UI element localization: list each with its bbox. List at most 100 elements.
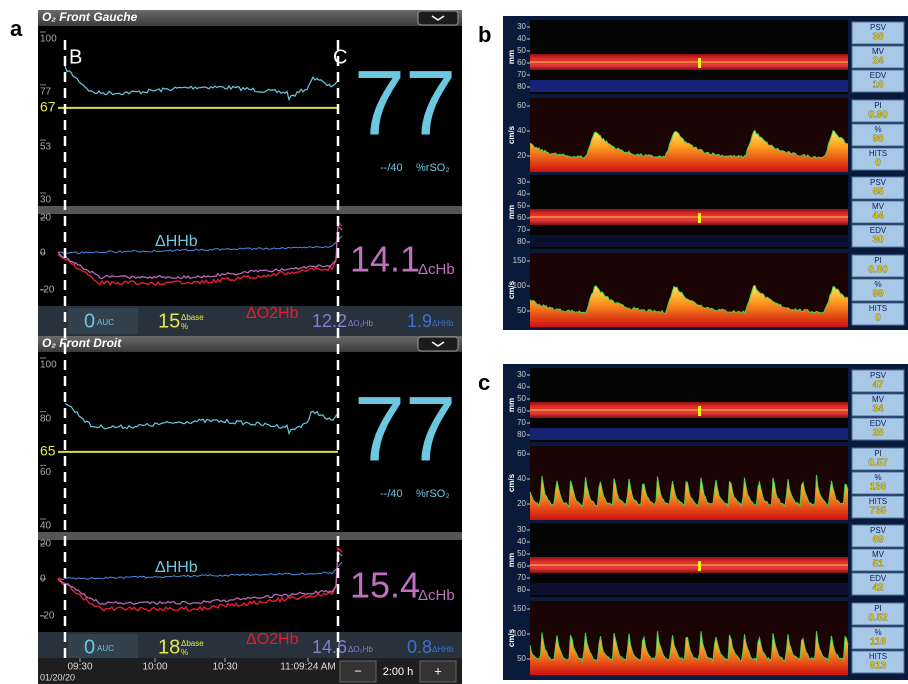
- base-unit: Δbase: [181, 639, 204, 648]
- figure: a b c O₂ Front Gauche1007753306777--/40%…: [0, 0, 908, 684]
- gate-cursor: [698, 213, 701, 223]
- hhb-value: 0.8: [407, 637, 432, 657]
- rso2-unit: %rSO₂: [416, 488, 450, 500]
- y-tick-label: 20: [40, 213, 52, 224]
- y-tick-label: 100: [40, 34, 57, 45]
- y-tick-label: 50: [517, 46, 526, 55]
- axis-unit: cm/s: [507, 628, 516, 647]
- y-tick-label: 50: [517, 306, 526, 315]
- mmode-lower: [530, 428, 848, 440]
- marker-label: B: [69, 46, 82, 68]
- param-value: 0.52: [868, 613, 888, 624]
- y-tick-label: 20: [517, 499, 526, 508]
- mmode-lower: [530, 235, 848, 247]
- y-tick-label: 20: [40, 539, 52, 550]
- param-value: 0: [875, 313, 881, 324]
- param-value: 30: [872, 235, 884, 246]
- y-tick-label: 30: [40, 195, 52, 206]
- y-tick-label: 70: [517, 70, 526, 79]
- marker-label: C: [333, 46, 347, 68]
- axis-unit: mm: [507, 553, 516, 567]
- y-tick-label: 70: [517, 418, 526, 427]
- param-value: 0: [875, 158, 881, 169]
- dropdown-button[interactable]: [418, 11, 458, 25]
- gate-cursor: [698, 406, 701, 416]
- base-value: 18: [158, 636, 180, 658]
- param-value: 65: [872, 187, 884, 198]
- separator: [38, 532, 462, 540]
- y-tick-label: 60: [517, 449, 526, 458]
- page: a b c O₂ Front Gauche1007753306777--/40%…: [0, 0, 908, 684]
- y-tick-label: 80: [40, 413, 52, 424]
- dropdown-button[interactable]: [418, 337, 458, 351]
- axis-unit: cm/s: [507, 125, 516, 144]
- param-value: 99: [872, 289, 884, 300]
- panel-label: c: [478, 370, 490, 395]
- o2hb-unit: ΔO₂Hb: [348, 319, 373, 328]
- y-tick-label: 60: [517, 101, 526, 110]
- panel-label: a: [10, 16, 23, 41]
- hhb-label: ΔHHb: [155, 233, 198, 250]
- o2hb-unit: ΔO₂Hb: [348, 645, 373, 654]
- y-tick-label: 150: [513, 604, 527, 613]
- param-value: 51: [872, 559, 884, 570]
- axis-unit: cm/s: [507, 280, 516, 299]
- axis-unit: mm: [507, 398, 516, 412]
- y-tick-label: 53: [40, 142, 52, 153]
- monitor-title: O₂ Front Droit: [42, 336, 122, 350]
- o2hb-value: 12.2: [312, 311, 347, 331]
- y-tick-label: 60: [517, 406, 526, 415]
- y-tick-label: 40: [517, 189, 526, 198]
- base-value: 15: [158, 310, 180, 332]
- rso2-value: 77: [354, 52, 456, 154]
- y-tick-label: -20: [40, 285, 55, 296]
- param-value: 28: [872, 428, 884, 439]
- gate-cursor: [698, 561, 701, 571]
- param-value: 42: [872, 583, 884, 594]
- y-tick-label: 80: [517, 585, 526, 594]
- o2hb-label: ΔO2Hb: [246, 305, 299, 322]
- param-value: 0.80: [868, 265, 888, 276]
- param-value: 0.90: [868, 110, 888, 121]
- y-tick-label: 30: [517, 370, 526, 379]
- param-value: 613: [870, 661, 887, 672]
- hhb-label: ΔHHb: [155, 559, 198, 576]
- y-tick-label: 70: [517, 225, 526, 234]
- base-pct: %: [181, 322, 188, 331]
- rso2-limit: --/40: [380, 488, 403, 500]
- o2hb-value: 14.6: [312, 637, 347, 657]
- param-value: 24: [872, 56, 884, 67]
- param-value: 116: [870, 637, 887, 648]
- hhb-unit: ΔHHb: [432, 319, 454, 328]
- y-tick-label: 80: [517, 430, 526, 439]
- y-tick-label: 40: [517, 537, 526, 546]
- auc-unit: AUC: [97, 318, 114, 327]
- y-tick-label: 30: [517, 525, 526, 534]
- axis-unit: mm: [507, 50, 516, 64]
- y-tick-label: 60: [40, 467, 52, 478]
- time-label: 10:00: [142, 662, 167, 673]
- y-tick-label: 77: [40, 87, 52, 98]
- param-value: 34: [872, 404, 884, 415]
- param-value: 735: [870, 506, 887, 517]
- param-value: 38: [872, 32, 884, 43]
- y-tick-label: 30: [517, 22, 526, 31]
- zoom-button-label[interactable]: +: [434, 663, 442, 678]
- y-tick-label: 50: [517, 549, 526, 558]
- axis-unit: mm: [507, 205, 516, 219]
- y-tick-label: 50: [517, 394, 526, 403]
- monitor-title: O₂ Front Gauche: [42, 10, 138, 24]
- baseline-label: 65: [40, 443, 56, 459]
- param-value: 16: [872, 80, 884, 91]
- axis-unit: cm/s: [507, 473, 516, 492]
- y-tick-label: 40: [40, 521, 52, 532]
- hhb-unit: ΔHHb: [432, 645, 454, 654]
- zoom-button-label[interactable]: −: [354, 663, 362, 678]
- chb-unit: ΔcHb: [418, 587, 455, 604]
- rso2-unit: %rSO₂: [416, 162, 450, 174]
- y-tick-label: 50: [517, 201, 526, 210]
- y-tick-label: 20: [517, 151, 526, 160]
- param-value: 98: [872, 134, 884, 145]
- mmode-lower: [530, 583, 848, 595]
- y-tick-label: 40: [517, 34, 526, 43]
